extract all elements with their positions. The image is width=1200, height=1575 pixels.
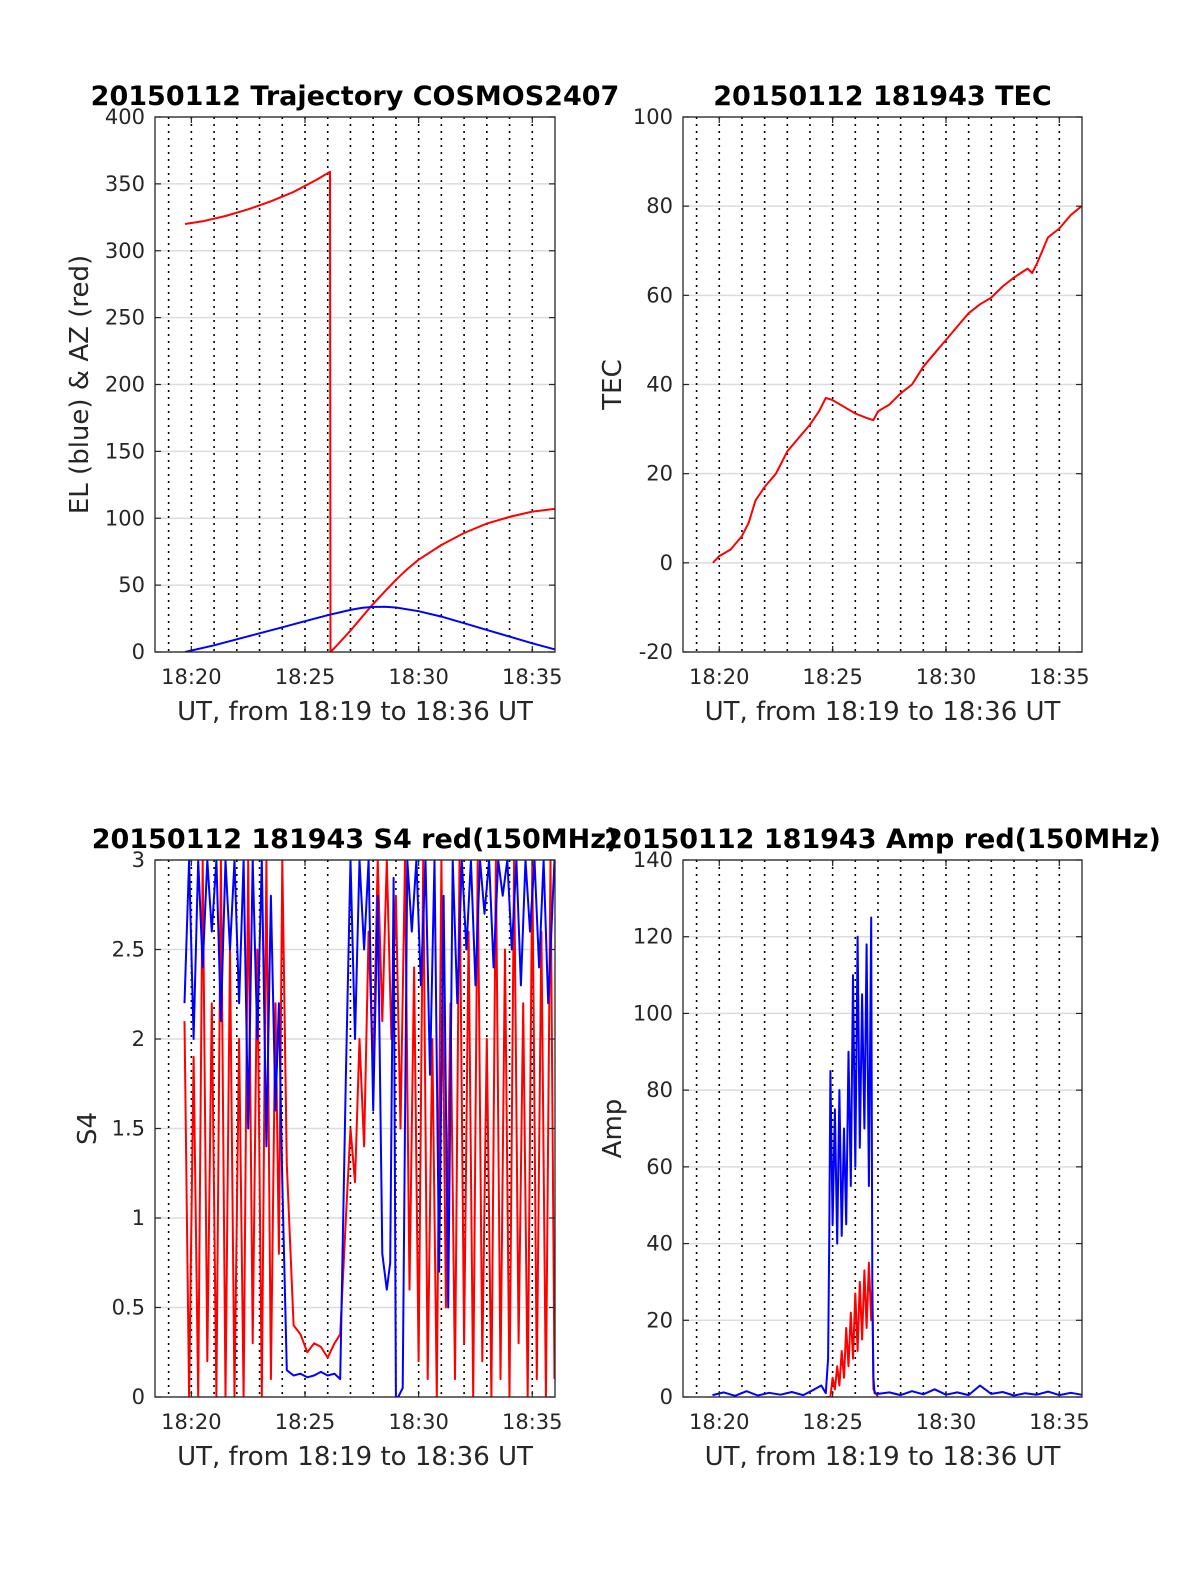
x-axis-label: UT, from 18:19 to 18:36 UT: [177, 697, 533, 727]
x-tick-label: 18:25: [802, 665, 863, 689]
x-axis-label: UT, from 18:19 to 18:36 UT: [705, 1442, 1061, 1472]
chart-panel-2: -20 0 20 40 60 80 100 18:20 18:25 18:30 18:35 20150…: [598, 81, 1090, 727]
y-axis-label: EL (blue) & AZ (red): [65, 255, 95, 514]
y-tick-label: 0.5: [112, 1296, 145, 1320]
y-tick-label: 1.5: [112, 1117, 145, 1141]
series-line-2: [184, 605, 555, 652]
y-tick-label: 300: [105, 239, 145, 263]
y-tick-label: 80: [646, 1078, 673, 1102]
x-tick-label: 18:20: [689, 665, 750, 689]
y-tick-label: 400: [105, 105, 145, 129]
y-tick-label: 0: [132, 1385, 145, 1409]
x-tick-label: 18:25: [275, 665, 336, 689]
y-tick-label: 100: [633, 1001, 673, 1025]
series-line-2: [712, 916, 1082, 1397]
y-tick-label: 140: [633, 848, 673, 872]
y-tick-label: 250: [105, 306, 145, 330]
y-axis-label: Amp: [598, 1099, 628, 1159]
y-tick-label: 20: [646, 462, 673, 486]
chart-title: 20150112 181943 TEC: [713, 81, 1052, 112]
x-tick-label: 18:20: [161, 665, 222, 689]
chart-title: 20150112 181943 Amp red(150MHz): [604, 824, 1161, 855]
chart-title: 20150112 181943 S4 red(150MHz): [92, 824, 619, 855]
y-tick-label: 40: [646, 1232, 673, 1256]
chart-panel-3: 0 0.5 1 1.5 2 2.5 3 18:20 18:25 18:30 18:35 2015011…: [73, 824, 618, 1472]
x-tick-label: 18:25: [275, 1410, 336, 1434]
chart-title: 20150112 Trajectory COSMOS2407: [91, 81, 620, 112]
axes-box: [682, 859, 1083, 1398]
y-tick-label: 0: [660, 551, 673, 575]
y-axis-label: TEC: [598, 359, 628, 410]
y-tick-label: 0: [132, 640, 145, 664]
series-line-1: [825, 1261, 879, 1397]
x-tick-label: 18:20: [689, 1410, 750, 1434]
x-tick-label: 18:35: [1029, 665, 1090, 689]
chart-panel-1: 0 50 100 150 200 250 300 350 400 18:20 18:25 18:30 1…: [65, 81, 619, 727]
x-tick-label: 18:35: [502, 665, 563, 689]
y-tick-label: 20: [646, 1308, 673, 1332]
x-tick-label: 18:20: [161, 1410, 222, 1434]
y-tick-label: -20: [639, 640, 673, 664]
y-tick-label: 120: [633, 925, 673, 949]
y-tick-label: 1: [132, 1206, 145, 1230]
y-tick-label: 200: [105, 373, 145, 397]
x-tick-label: 18:25: [802, 1410, 863, 1434]
y-tick-label: 100: [633, 105, 673, 129]
chart-panel-4: 0 20 40 60 80 100 120 140 18:20 18:25 18:30 18:35 20…: [598, 824, 1161, 1472]
y-tick-label: 2: [132, 1027, 145, 1051]
y-axis-label: S4: [73, 1112, 103, 1145]
y-tick-label: 80: [646, 194, 673, 218]
x-tick-label: 18:30: [388, 665, 449, 689]
y-tick-label: 2.5: [112, 938, 145, 962]
x-tick-label: 18:30: [388, 1410, 449, 1434]
series-line-1: [712, 205, 1082, 564]
series-line-2: [183, 860, 555, 1397]
x-tick-label: 18:35: [1029, 1410, 1090, 1434]
y-tick-label: 50: [118, 573, 145, 597]
x-axis-label: UT, from 18:19 to 18:36 UT: [705, 697, 1061, 727]
y-tick-label: 40: [646, 373, 673, 397]
y-tick-label: 3: [132, 848, 145, 872]
series-line-1: [184, 170, 555, 652]
x-tick-label: 18:30: [916, 665, 977, 689]
y-tick-label: 100: [105, 506, 145, 530]
x-tick-label: 18:30: [916, 1410, 977, 1434]
x-axis-label: UT, from 18:19 to 18:36 UT: [177, 1442, 533, 1472]
y-tick-label: 0: [660, 1385, 673, 1409]
x-tick-label: 18:35: [502, 1410, 563, 1434]
y-tick-label: 60: [646, 283, 673, 307]
y-tick-label: 150: [105, 439, 145, 463]
y-tick-label: 350: [105, 172, 145, 196]
y-tick-label: 60: [646, 1155, 673, 1179]
